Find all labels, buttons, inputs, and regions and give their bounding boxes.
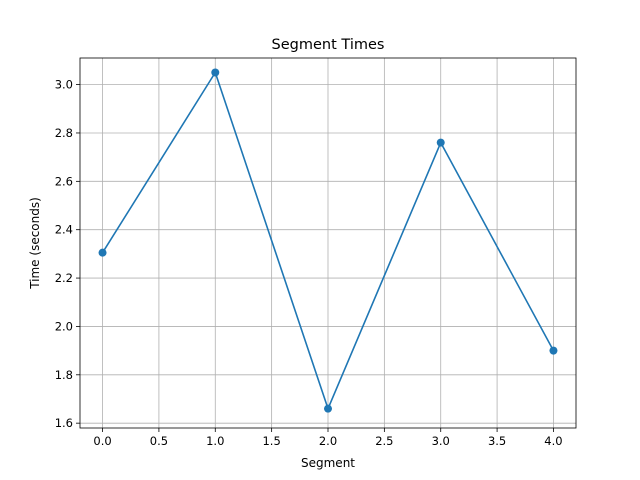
x-tick-label: 0.5 [150, 434, 168, 448]
y-tick-label: 2.6 [55, 174, 73, 188]
data-point [324, 404, 332, 413]
x-tick-label: 2.5 [375, 434, 393, 448]
data-point [211, 68, 220, 77]
x-tick-label: 1.5 [262, 434, 280, 448]
x-tick-label: 3.0 [432, 434, 450, 448]
x-tick-label: 0.0 [93, 434, 111, 448]
y-tick-label: 2.8 [55, 126, 73, 140]
y-tick-label: 2.2 [55, 271, 73, 285]
x-tick-label: 1.0 [206, 434, 224, 448]
data-point [98, 248, 107, 257]
y-axis-label: Time (seconds) [28, 197, 42, 290]
x-tick-label: 4.0 [544, 434, 562, 448]
y-tick-label: 2.4 [55, 223, 73, 237]
x-axis-label: Segment [301, 456, 355, 470]
x-tick-label: 2.0 [319, 434, 337, 448]
y-tick-label: 3.0 [55, 78, 73, 92]
x-tick-label: 3.5 [488, 434, 506, 448]
grid [80, 58, 576, 428]
data-point [549, 346, 558, 355]
y-tick-label: 1.6 [55, 416, 73, 430]
tick-layer: 0.0 0.5 1.0 1.5 2.0 2.5 3.0 3.5 4.0 1.6 1.8 2.0 2.2 2… [55, 78, 563, 448]
chart-title: Segment Times [272, 37, 385, 53]
data-point [436, 138, 445, 147]
series-layer [98, 68, 558, 413]
y-tick-label: 2.0 [55, 319, 73, 333]
y-tick-label: 1.8 [55, 368, 73, 382]
